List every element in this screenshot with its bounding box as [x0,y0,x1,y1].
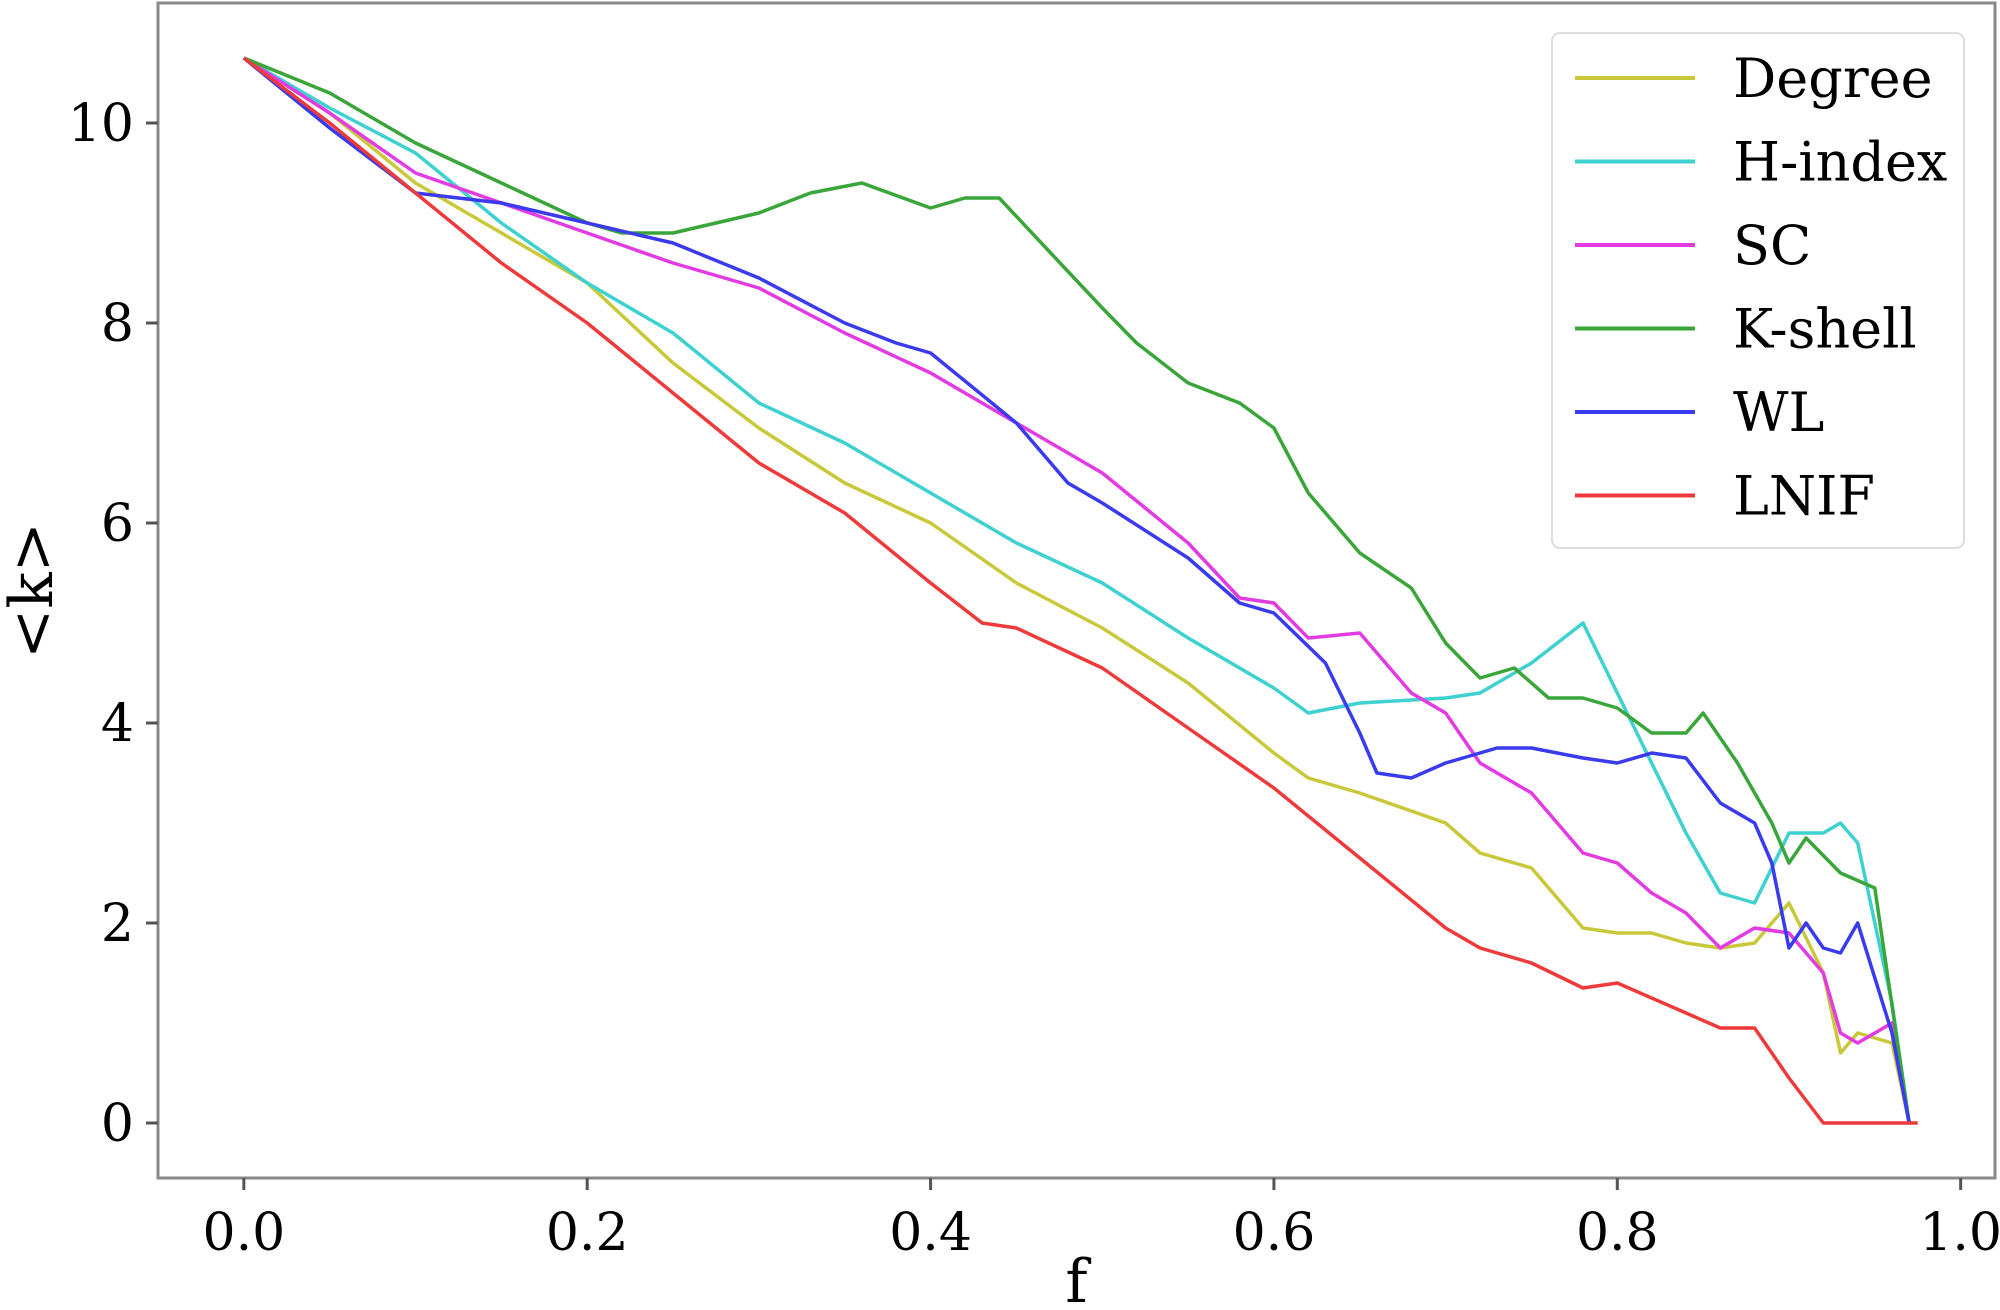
legend-label: SC [1733,214,1811,277]
y-axis-label: <k> [0,522,67,659]
x-tick-label: 0.2 [546,1203,629,1263]
series-line-sc [242,56,1911,1124]
series-line-degree [242,56,1911,1124]
y-tick-label: 4 [101,694,134,754]
x-tick-label: 1.0 [1919,1203,2000,1263]
series-line-k-shell [243,56,1911,1124]
x-tick-label: 0.6 [1233,1203,1316,1263]
legend-label: K-shell [1733,298,1917,361]
plot-content [242,56,1918,1125]
x-axis-ticks: 0.0 0.2 0.4 0.6 0.8 1.0 [202,1178,2000,1263]
series-line-wl [242,56,1911,1124]
y-tick-label: 2 [101,894,134,954]
legend-label: Degree [1733,47,1933,110]
y-tick-label: 6 [101,494,134,554]
legend-label: WL [1733,381,1824,444]
x-axis-label: f [1065,1247,1091,1310]
y-tick-label: 10 [68,94,134,154]
y-tick-label: 0 [101,1094,134,1154]
y-axis-ticks: 0 2 4 6 8 10 [68,94,158,1154]
legend-label: H-index [1733,131,1947,194]
plot-frame [156,1,1997,1180]
x-tick-label: 0.4 [889,1203,972,1263]
x-tick-label: 0.8 [1576,1203,1659,1263]
legend-label: LNIF [1733,465,1875,528]
series-line-h-index [242,56,1911,1124]
x-tick-label: 0.0 [202,1203,285,1263]
series-line-lnif [242,56,1918,1125]
legend: Degree H-index SC K-shell WL LNIF [1551,32,1965,549]
y-tick-label: 8 [101,294,134,354]
